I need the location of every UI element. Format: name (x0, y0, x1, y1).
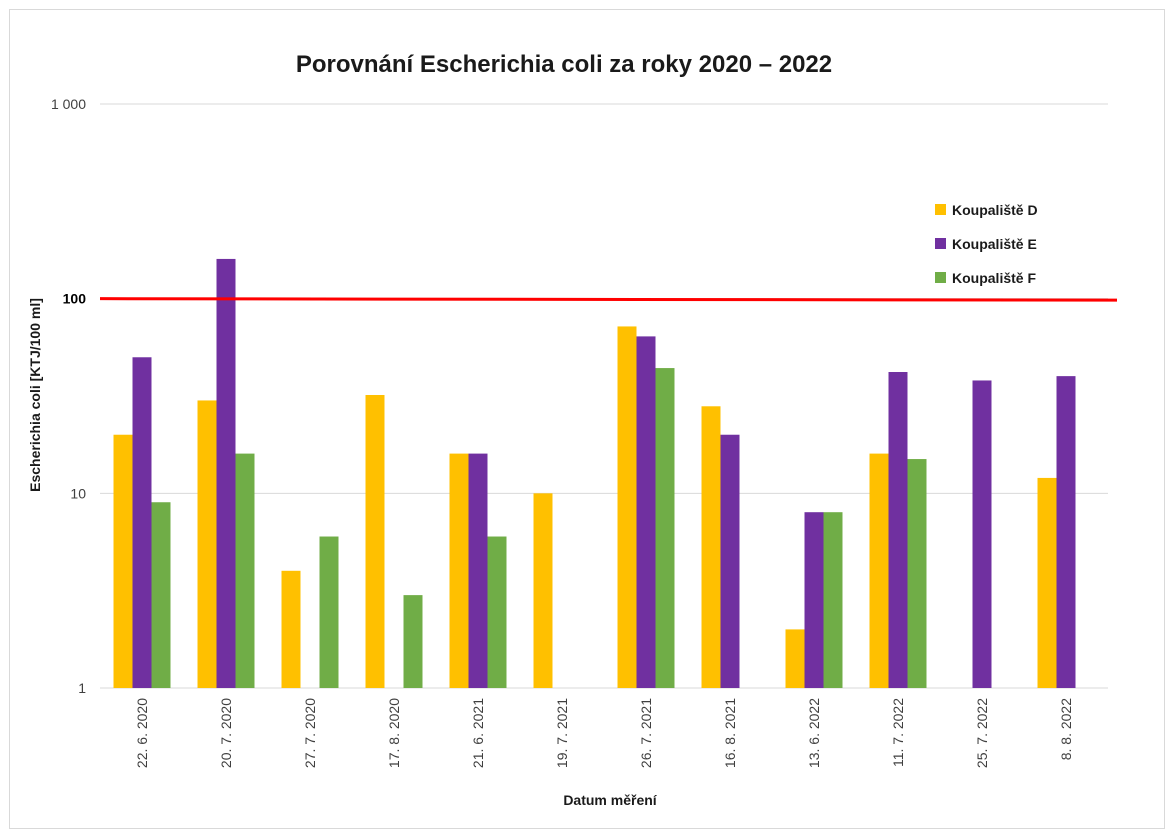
bar (235, 453, 255, 688)
y-tick-label: 1 (78, 680, 86, 696)
bar (655, 368, 675, 688)
bar (113, 434, 133, 688)
bar (785, 629, 805, 688)
y-tick-label: 1 000 (51, 96, 86, 112)
bar (1037, 477, 1057, 688)
legend-label: Koupaliště F (952, 270, 1036, 286)
bar (468, 453, 488, 688)
bar (365, 394, 385, 688)
bar (151, 502, 171, 688)
reference-line (99, 297, 1118, 302)
bar (132, 357, 152, 688)
x-axis-ticks: 22. 6. 2020 20. 7. 2020 27. 7. 2020 17. 8. … (134, 698, 1074, 768)
bar (804, 512, 824, 688)
x-axis-label: Datum měření (563, 792, 657, 807)
y-tick-label: 100 (63, 291, 87, 307)
x-tick-label: 13. 6. 2022 (806, 698, 822, 768)
x-tick-label: 20. 7. 2020 (218, 698, 234, 768)
bar (487, 536, 507, 688)
legend-swatch (935, 204, 946, 215)
x-tick-label: 17. 8. 2020 (386, 698, 402, 768)
legend-label: Koupaliště D (952, 202, 1038, 218)
bar (1056, 376, 1076, 688)
x-tick-label: 19. 7. 2021 (554, 698, 570, 768)
bar (533, 493, 553, 688)
chart-svg: Porovnání Escherichia coli za roky 2020 … (27, 51, 1118, 807)
y-axis-ticks: 1 10 100 1 000 (51, 96, 86, 696)
x-tick-label: 27. 7. 2020 (302, 698, 318, 768)
x-tick-label: 16. 8. 2021 (722, 698, 738, 768)
y-axis-label: Escherichia coli [KTJ/100 ml] (27, 298, 43, 492)
x-tick-label: 26. 7. 2021 (638, 698, 654, 768)
bar (907, 459, 927, 688)
bar (197, 400, 217, 688)
x-tick-label: 21. 6. 2021 (470, 698, 486, 768)
legend-label: Koupaliště E (952, 236, 1037, 252)
bar (449, 453, 469, 688)
bar (319, 536, 339, 688)
bar (888, 372, 908, 688)
bar (216, 258, 236, 688)
bars (113, 258, 1076, 688)
bar (823, 512, 843, 688)
x-tick-label: 25. 7. 2022 (974, 698, 990, 768)
legend-swatch (935, 272, 946, 283)
reference-line-group (99, 297, 1118, 302)
y-tick-label: 10 (70, 485, 86, 501)
legend: Koupaliště D Koupaliště E Koupaliště F (935, 202, 1038, 286)
bar (720, 434, 740, 688)
chart-title: Porovnání Escherichia coli za roky 2020 … (296, 51, 832, 78)
bar (403, 595, 423, 688)
x-tick-label: 22. 6. 2020 (134, 698, 150, 768)
legend-swatch (935, 238, 946, 249)
bar (869, 453, 889, 688)
bar (636, 336, 656, 688)
x-tick-label: 11. 7. 2022 (890, 698, 906, 767)
bar (617, 326, 637, 688)
x-tick-label: 8. 8. 2022 (1058, 698, 1074, 760)
bar (972, 380, 992, 688)
bar (701, 406, 721, 688)
bar (281, 570, 301, 688)
